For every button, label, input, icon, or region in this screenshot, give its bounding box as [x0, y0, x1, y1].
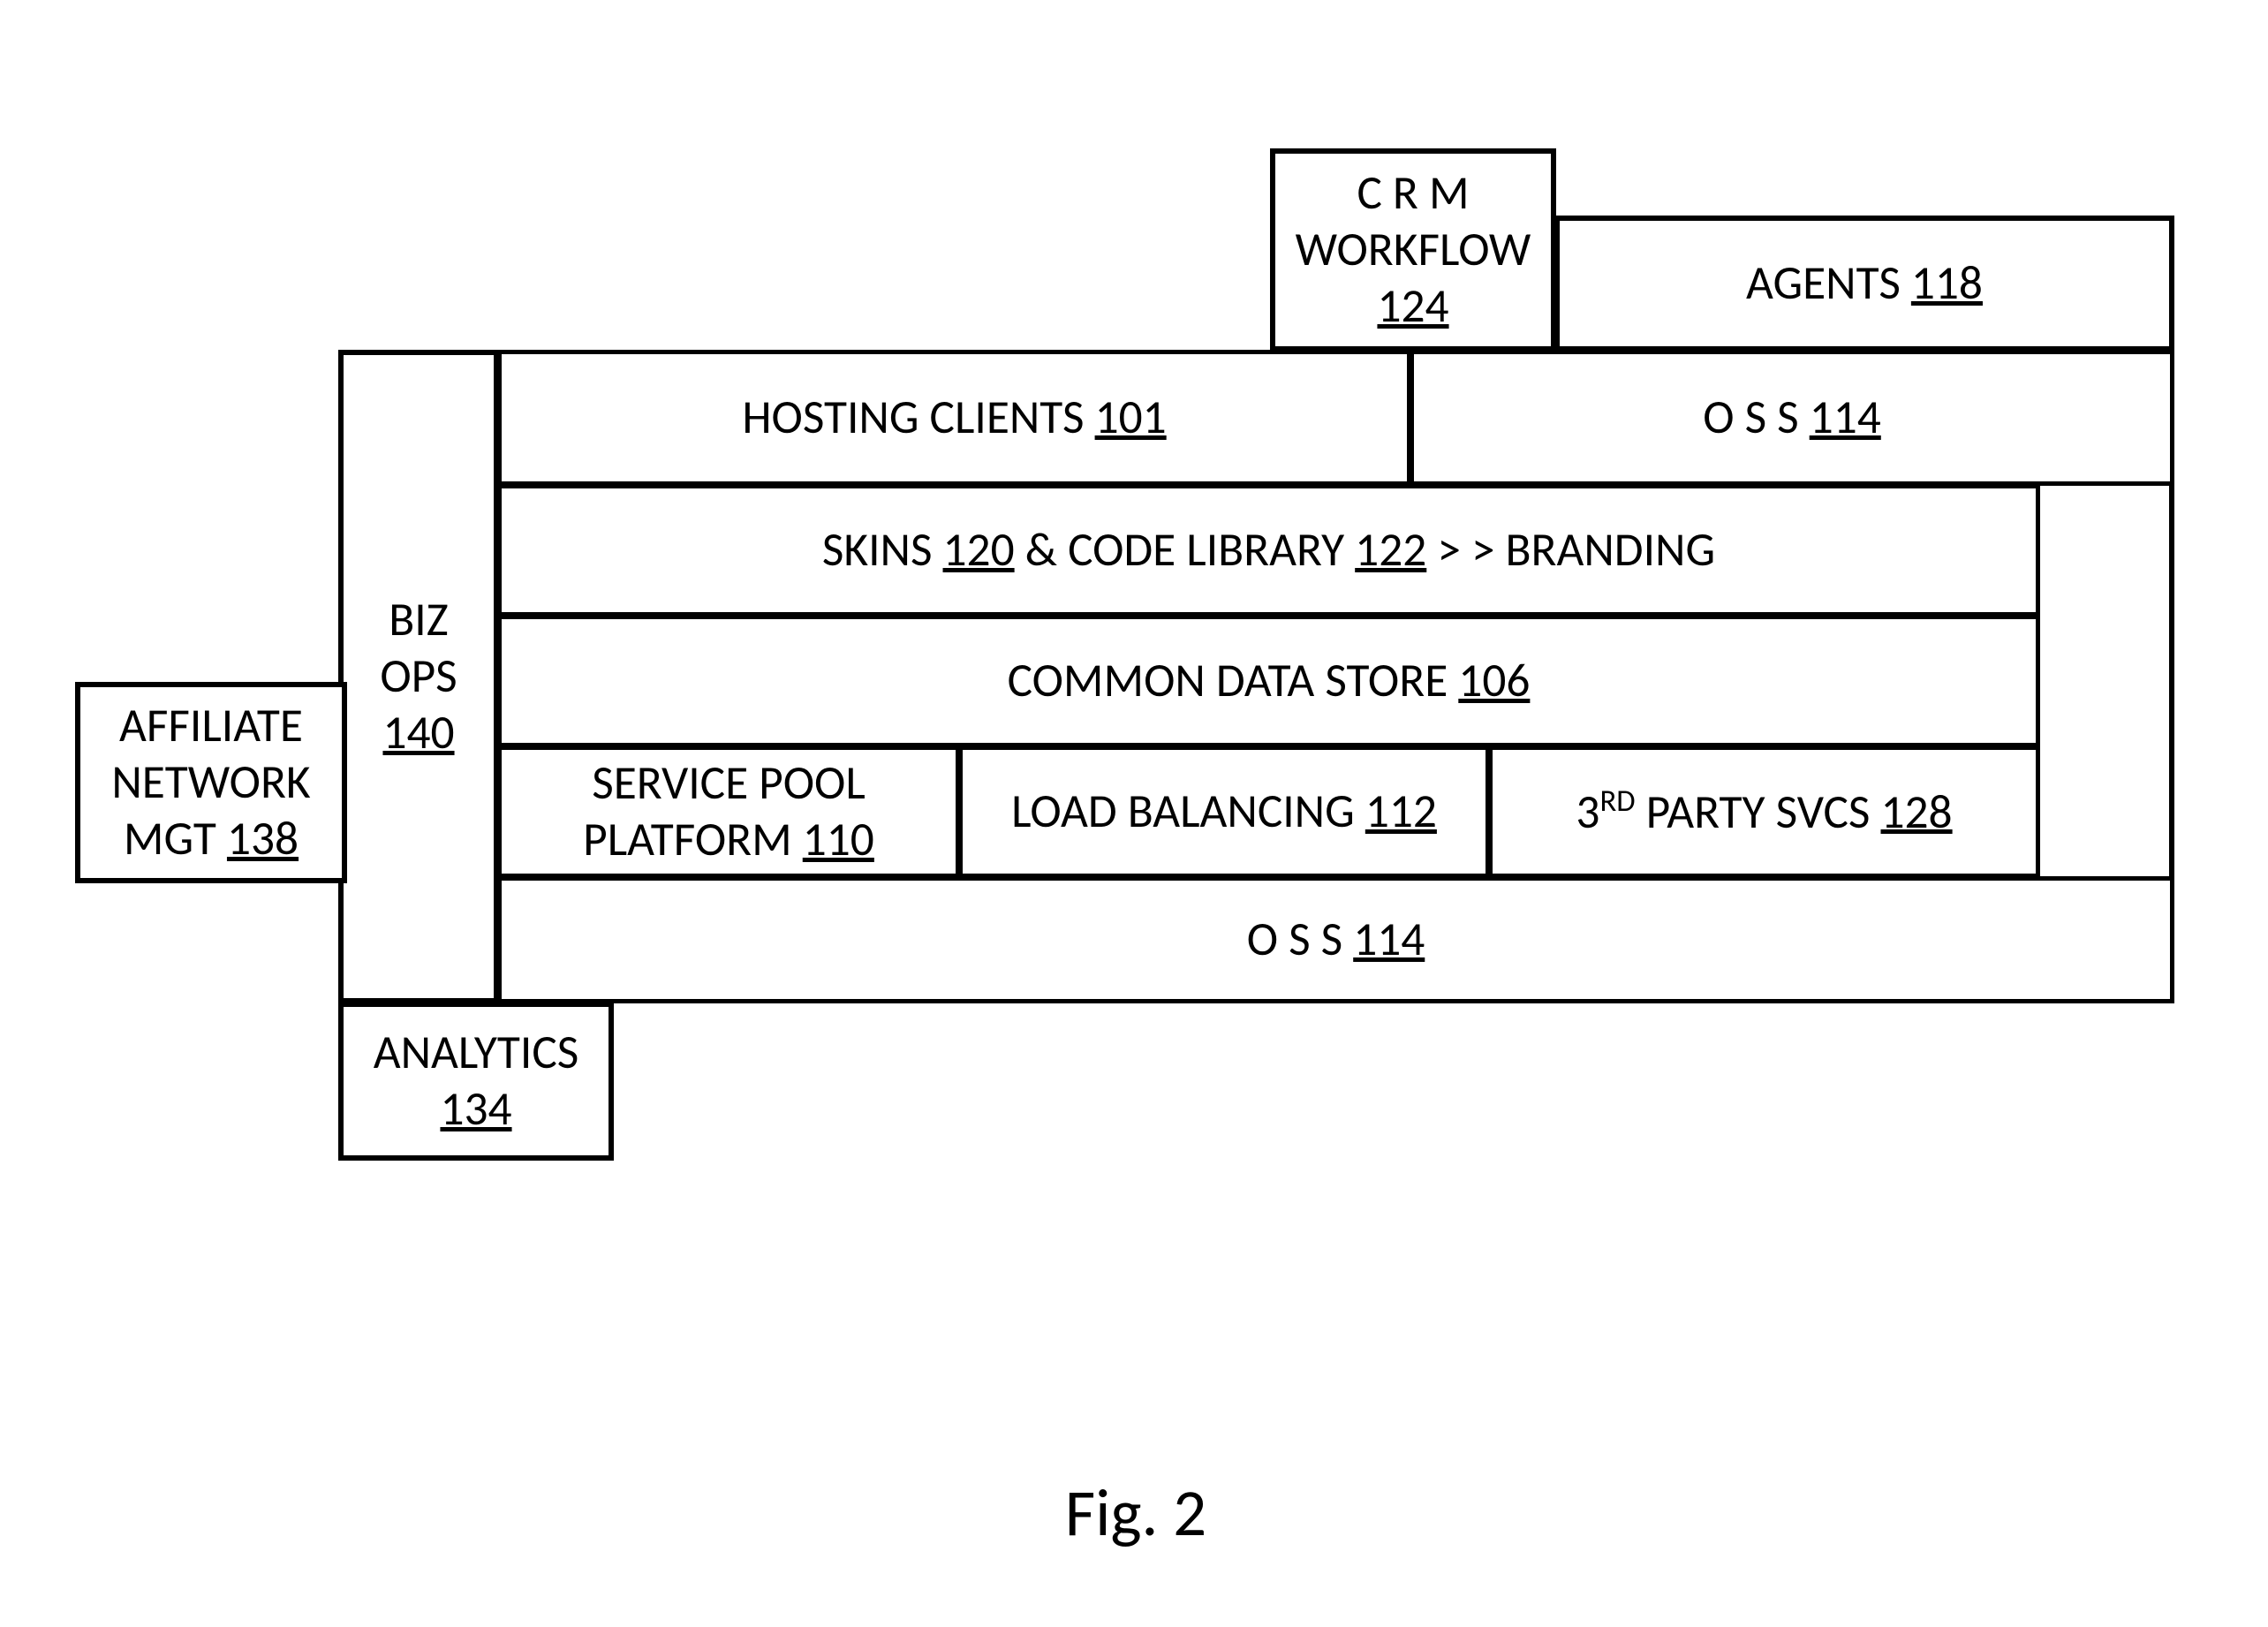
block-oss-bottom: O S S 114 — [497, 876, 2174, 1003]
block-analytics: ANALYTICS134 — [338, 1002, 614, 1161]
diagram-canvas: BIZOPS140 AFFILIATENETWORKMGT 138 ANALYT… — [0, 0, 2268, 1627]
block-agents: AGENTS 118 — [1554, 216, 2174, 352]
block-load-balancing: LOAD BALANCING 112 — [958, 745, 1490, 878]
block-skins-branding: SKINS 120 & CODE LIBRARY 122 > > BRANDIN… — [497, 484, 2040, 617]
block-biz-ops: BIZOPS140 — [338, 350, 499, 1003]
block-third-party-svcs: 3RD PARTY SVCS 128 — [1488, 745, 2040, 878]
block-hosting-clients: HOSTING CLIENTS 101 — [497, 350, 1411, 486]
block-affiliate-network-mgt: AFFILIATENETWORKMGT 138 — [75, 682, 347, 883]
block-common-data-store: COMMON DATA STORE 106 — [497, 615, 2040, 747]
block-service-pool-platform: SERVICE POOLPLATFORM 110 — [497, 745, 960, 878]
figure-caption: Fig. 2 — [1003, 1473, 1268, 1553]
block-oss-top: O S S 114 — [1410, 350, 2174, 486]
block-crm-workflow: C R MWORKFLOW124 — [1270, 148, 1556, 352]
